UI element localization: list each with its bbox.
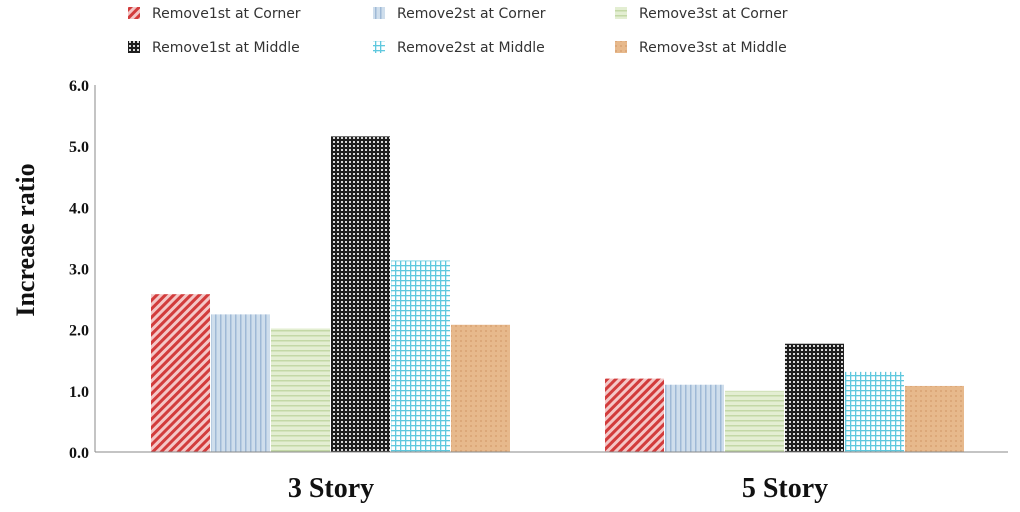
legend-swatch xyxy=(615,7,627,19)
bar xyxy=(605,378,664,452)
legend-swatch xyxy=(128,41,140,53)
x-category-label: 5 Story xyxy=(742,473,828,504)
y-tick-label: 0.0 xyxy=(69,445,89,462)
legend-label: Remove1st at Corner xyxy=(152,6,301,22)
bar xyxy=(451,324,510,452)
bar xyxy=(665,384,724,452)
legend-label: Remove2st at Corner xyxy=(397,6,546,22)
y-axis-title: Increase ratio xyxy=(11,163,40,316)
bar xyxy=(331,136,390,452)
bar xyxy=(271,328,330,452)
legend-label: Remove3st at Middle xyxy=(639,40,787,56)
bar xyxy=(785,343,844,452)
y-tick-label: 4.0 xyxy=(69,200,89,217)
bar xyxy=(725,390,784,452)
legend-label: Remove3st at Corner xyxy=(639,6,788,22)
y-tick-label: 2.0 xyxy=(69,323,89,340)
legend-swatch xyxy=(615,41,627,53)
bar xyxy=(905,385,964,452)
bars xyxy=(151,136,964,452)
y-tick-label: 6.0 xyxy=(69,78,89,95)
legend-swatch xyxy=(128,7,140,19)
bar xyxy=(151,294,210,452)
legend-swatch xyxy=(373,41,385,53)
legend-swatch xyxy=(373,7,385,19)
legend-label: Remove2st at Middle xyxy=(397,40,545,56)
bar xyxy=(391,260,450,452)
y-tick-label: 1.0 xyxy=(69,384,89,401)
legend: Remove1st at Corner Remove2st at Corner Re… xyxy=(128,6,788,56)
y-axis: 0.0 1.0 2.0 3.0 4.0 5.0 6.0 xyxy=(69,78,96,462)
bar xyxy=(211,314,270,452)
x-category-label: 3 Story xyxy=(288,473,374,504)
x-axis: 3 Story 5 Story xyxy=(95,451,1008,504)
y-tick-label: 5.0 xyxy=(69,139,89,156)
bar xyxy=(845,371,904,452)
y-tick-label: 3.0 xyxy=(69,262,89,279)
legend-label: Remove1st at Middle xyxy=(152,40,300,56)
